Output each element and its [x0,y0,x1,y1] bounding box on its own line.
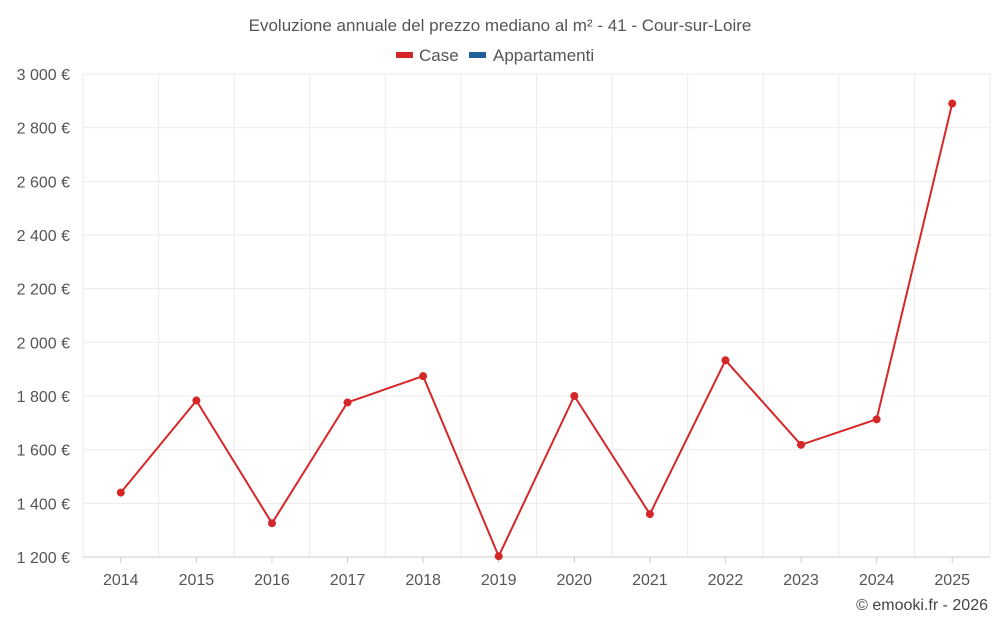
x-tick-label: 2014 [103,572,139,589]
data-point[interactable] [645,510,654,519]
legend-label-case: Case [419,46,459,65]
x-tick-label: 2024 [859,572,895,589]
data-point[interactable] [570,392,579,400]
x-tick-label: 2020 [556,572,592,589]
chart-title: Evoluzione annuale del prezzo mediano al… [249,16,752,35]
data-point[interactable] [721,356,730,365]
x-tick-label: 2023 [783,572,819,589]
data-point[interactable] [494,552,503,561]
data-point[interactable] [797,440,806,449]
x-tick-label: 2015 [179,572,215,589]
x-axis: 2014 2015 2016 2017 2018 2019 2020 2021 2022 2023… [83,556,990,589]
y-tick-label: 1 400 € [17,496,70,513]
y-tick-label: 1 800 € [17,389,70,406]
x-tick-label: 2025 [934,572,970,589]
gridlines [82,73,991,557]
series-line [120,103,954,558]
legend-item-case[interactable]: Case [396,46,459,65]
legend-swatch-appartamenti [469,52,486,58]
legend: Case Appartamenti [396,46,594,65]
x-tick-label: 2018 [405,572,441,589]
y-tick-label: 2 600 € [17,174,70,191]
y-tick-label: 1 200 € [17,550,70,567]
plot-area [116,99,957,561]
data-point[interactable] [419,372,428,381]
data-point[interactable] [343,398,352,407]
legend-label-appartamenti: Appartamenti [493,46,594,65]
y-tick-label: 2 000 € [17,335,70,352]
y-tick-label: 2 400 € [17,228,70,245]
x-tick-label: 2022 [708,572,744,589]
legend-swatch-case [396,52,413,58]
legend-item-appartamenti[interactable]: Appartamenti [469,46,594,65]
y-axis: 1 200 € 1 400 € 1 600 € 1 800 € 2 000 € 2 200… [17,67,70,567]
data-point[interactable] [948,99,957,108]
y-tick-label: 1 600 € [17,443,70,460]
x-tick-label: 2017 [330,572,366,589]
data-point[interactable] [192,396,201,405]
y-tick-label: 2 200 € [17,282,70,299]
x-tick-label: 2016 [254,572,290,589]
x-tick-label: 2021 [632,572,668,589]
y-tick-label: 3 000 € [17,67,70,84]
x-tick-label: 2019 [481,572,517,589]
data-point[interactable] [267,519,276,528]
footer-credit: © emooki.fr - 2026 [856,597,988,614]
y-tick-label: 2 800 € [17,121,70,138]
data-point[interactable] [872,415,881,424]
data-point[interactable] [116,488,125,497]
